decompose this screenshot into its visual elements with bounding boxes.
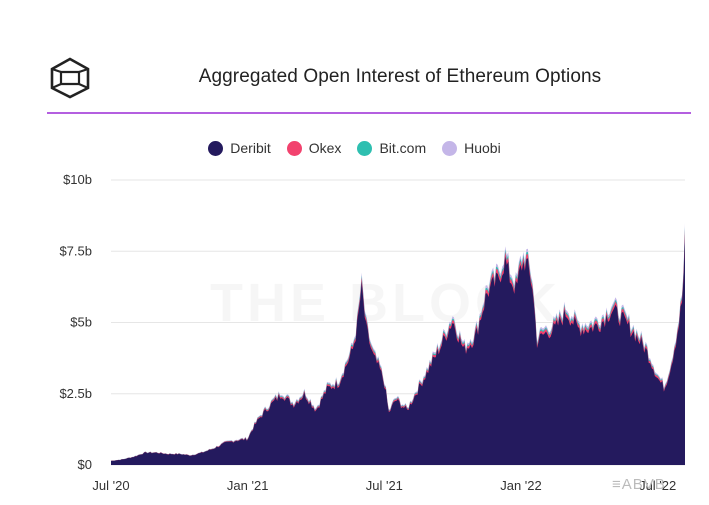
legend-item-bitcom[interactable]: Bit.com	[357, 140, 426, 156]
x-tick-label: Jan '22	[500, 478, 542, 493]
legend-label: Huobi	[464, 140, 501, 156]
x-tick-label: Jul '21	[366, 478, 403, 493]
title-divider	[47, 112, 691, 114]
y-tick-label: $2.5b	[59, 386, 92, 401]
legend-swatch	[357, 140, 373, 156]
legend-swatch	[286, 140, 302, 156]
y-tick-label: $0	[78, 457, 92, 472]
legend-swatch	[442, 140, 458, 156]
corner-mark: ≡ABVB	[612, 476, 666, 493]
legend-item-huobi[interactable]: Huobi	[442, 140, 501, 156]
x-tick-label: Jul '20	[92, 478, 129, 493]
the-block-logo-icon	[49, 57, 91, 99]
legend-item-deribit[interactable]: Deribit	[208, 140, 271, 156]
chart-title: Aggregated Open Interest of Ethereum Opt…	[198, 66, 602, 87]
chart-legend: Deribit Okex Bit.com Huobi	[0, 140, 709, 156]
y-tick-label: $5b	[70, 315, 92, 330]
series-area-deribit	[111, 234, 685, 465]
legend-item-okex[interactable]: Okex	[286, 140, 342, 156]
legend-label: Bit.com	[379, 140, 427, 156]
y-tick-label: $10b	[63, 172, 92, 187]
y-tick-label: $7.5b	[59, 243, 92, 258]
legend-swatch	[208, 140, 224, 156]
legend-label: Okex	[308, 140, 342, 156]
legend-label: Deribit	[230, 140, 271, 156]
x-tick-label: Jan '21	[227, 478, 269, 493]
x-tick-label: Jul '22	[639, 478, 676, 493]
